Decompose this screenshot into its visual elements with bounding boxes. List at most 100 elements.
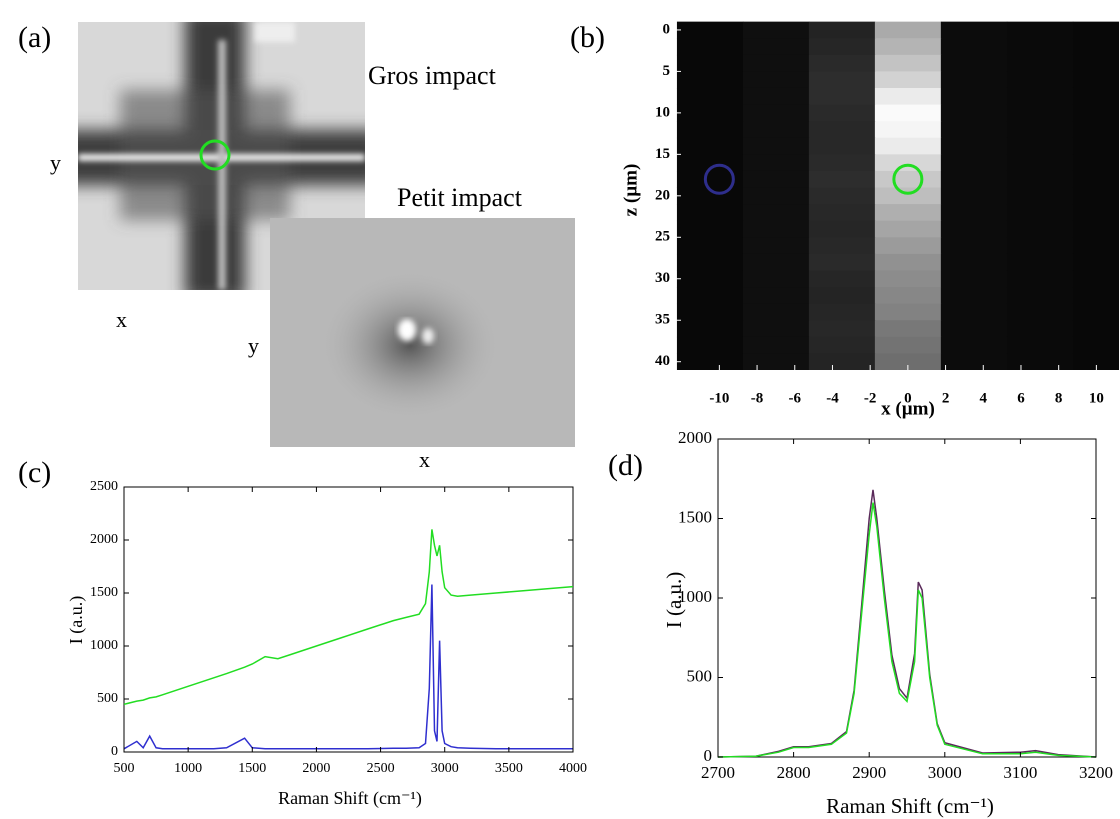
cells: [676, 21, 1119, 370]
heat-cell: [1072, 71, 1119, 89]
heat-cell: [676, 253, 744, 271]
heat-cell: [874, 21, 942, 39]
x-tick-label: 3500: [495, 761, 523, 776]
x-axis-label: x (µm): [881, 398, 935, 419]
x-tick-label: -10: [709, 390, 729, 406]
heat-cell: [742, 336, 810, 354]
heat-cell: [940, 38, 1008, 56]
heat-cell: [676, 303, 744, 321]
heat-cell: [676, 270, 744, 288]
heat-cell: [1072, 137, 1119, 155]
marker: [703, 163, 735, 195]
x-tick-label: 3100: [1003, 763, 1037, 782]
heat-cell: [1006, 237, 1074, 255]
y-tick-label: 500: [687, 666, 713, 685]
y-tick-label: 500: [97, 691, 118, 706]
heat-cell: [940, 253, 1008, 271]
heat-cell: [808, 353, 876, 370]
heat-cell: [1072, 353, 1119, 370]
y-tick-label: 2000: [678, 428, 712, 447]
heat-cell: [940, 204, 1008, 222]
heat-cell: [742, 38, 810, 56]
x-tick-label: 0: [904, 390, 912, 406]
heat-cell: [742, 253, 810, 271]
heat-cell: [874, 253, 942, 271]
heat-cell: [874, 204, 942, 222]
heat-cell: [1006, 320, 1074, 338]
heat-cell: [808, 303, 876, 321]
heat-cell: [874, 187, 942, 205]
y-tick-label: 2500: [90, 479, 118, 494]
heat-cell: [874, 320, 942, 338]
heat-cell: [742, 303, 810, 321]
heat-cell: [874, 104, 942, 122]
heat-cell: [676, 320, 744, 338]
heat-cell: [1072, 320, 1119, 338]
heat-cell: [808, 204, 876, 222]
x-tick-label: -8: [751, 390, 764, 406]
heat-cell: [1072, 253, 1119, 271]
heat-cell: [1072, 121, 1119, 139]
heat-cell: [676, 121, 744, 139]
heat-cell: [940, 154, 1008, 172]
x-tick-label: 3000: [431, 761, 459, 776]
heat-cell: [1006, 303, 1074, 321]
heat-cell: [808, 71, 876, 89]
y-tick-label: 1500: [678, 507, 712, 526]
x-tick-label: -6: [789, 390, 802, 406]
heat-cell: [742, 54, 810, 72]
heat-cell: [1006, 38, 1074, 56]
heat-cell: [1072, 21, 1119, 39]
x-tick-label: 8: [1055, 390, 1063, 406]
heat-cell: [676, 170, 744, 189]
heat-cell: [1072, 303, 1119, 321]
y-tick-label: 0: [663, 21, 671, 37]
heat-cell: [1006, 154, 1074, 172]
heat-cell: [1006, 287, 1074, 305]
heat-cell: [940, 237, 1008, 255]
y-tick-label: 15: [655, 146, 670, 162]
heat-cell: [940, 21, 1008, 39]
heat-cell: [808, 287, 876, 305]
heat-cell: [874, 270, 942, 288]
heat-cell: [940, 353, 1008, 370]
heat-cell: [940, 187, 1008, 205]
heat-cell: [742, 187, 810, 205]
heat-cell: [742, 121, 810, 139]
y-tick-label: 0: [704, 746, 713, 765]
heat-cell: [1006, 21, 1074, 39]
heat-cell: [874, 170, 942, 189]
y-tick-label: 1000: [678, 587, 712, 606]
heat-cell: [940, 336, 1008, 354]
heat-cell: [874, 54, 942, 72]
heat-cell: [676, 104, 744, 122]
heat-cell: [808, 154, 876, 172]
heat-cell: [1072, 38, 1119, 56]
chart: -10 -8 -6 -4 -2 0 2 4 6 8 10 0 5 10 15 20 25 30 35 40 (b) x (…: [570, 21, 1119, 419]
heat-cell: [742, 287, 810, 305]
heat-cell: [808, 220, 876, 238]
heat-cell: [1072, 287, 1119, 305]
heat-cell: [742, 204, 810, 222]
heat-cell: [1006, 170, 1074, 189]
y-tick-label: 5: [663, 63, 671, 79]
heat-cell: [742, 237, 810, 255]
axis-label: x: [419, 447, 430, 472]
x-tick-label: 2000: [302, 761, 330, 776]
heat-cell: [676, 71, 744, 89]
heat-cell: [742, 320, 810, 338]
y-tick-label: 25: [655, 229, 670, 245]
heat-cell: [940, 220, 1008, 238]
heat-cell: [1006, 54, 1074, 72]
panel-label: (a): [18, 21, 51, 54]
heat-cell: [808, 137, 876, 155]
heat-cell: [808, 270, 876, 288]
heat-cell: [676, 54, 744, 72]
series-line: [717, 489, 1097, 758]
heat-cell: [742, 137, 810, 155]
panel-label: (d): [608, 449, 643, 482]
heat-cell: [742, 87, 810, 106]
heat-cell: [808, 170, 876, 189]
heat-cell: [940, 137, 1008, 155]
